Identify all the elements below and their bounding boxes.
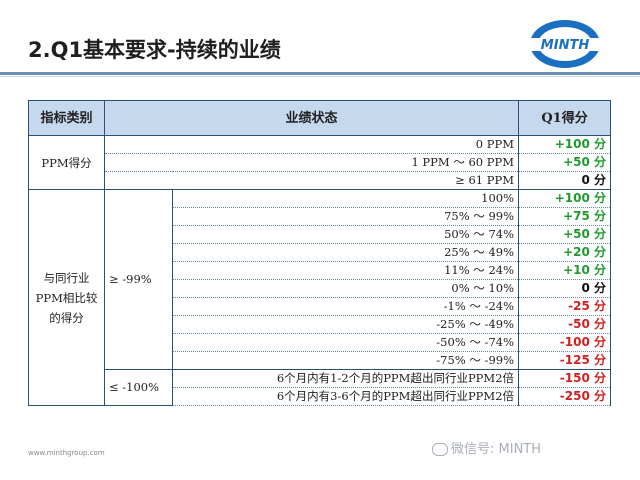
status-cell: 0% ～ 10%: [171, 279, 520, 298]
table-row: ≥ 61 PPM 0 分: [29, 171, 612, 190]
watermark-text: 微信号: MINTH: [451, 442, 542, 457]
table-row: 1 PPM ～ 60 PPM +50 分: [29, 153, 612, 172]
table-row: ≤ -100% 6个月内有1-2个月的PPM超出同行业PPM2倍 -150 分: [29, 369, 612, 406]
logo-text: MINTH: [541, 38, 590, 53]
score-cell: -25 分: [518, 297, 612, 316]
table-header-row: 指标类别 业绩状态 Q1得分: [28, 100, 612, 136]
score-cell: +100 分: [518, 135, 612, 154]
status-cell: 0 PPM: [103, 135, 520, 154]
status-cell: 11% ～ 24%: [171, 261, 520, 280]
status-cell: 1 PPM ～ 60 PPM: [103, 153, 520, 172]
table-row: 11% ～ 24% +10 分: [29, 261, 612, 280]
score-cell: -150 分: [518, 369, 612, 388]
wechat-icon: [432, 443, 448, 456]
score-cell: 0 分: [518, 279, 612, 298]
subgroup-b-label: ≤ -100%: [104, 369, 173, 406]
category-ppm: PPM得分: [28, 135, 105, 190]
status-cell: 50% ～ 74%: [171, 225, 520, 244]
table-row: 75% ～ 99% +75 分: [29, 207, 612, 226]
title-divider: [0, 72, 640, 75]
score-cell: +50 分: [518, 153, 612, 172]
table-row: 50% ～ 74% +50 分: [29, 225, 612, 244]
footer-url: www.minthgroup.com: [28, 449, 105, 457]
table-row: PPM得分 0 PPM +100 分: [28, 135, 612, 190]
score-cell: +50 分: [518, 225, 612, 244]
header-category: 指标类别: [28, 100, 105, 136]
score-cell: 0 分: [518, 171, 612, 190]
score-cell: -50 分: [518, 315, 612, 334]
score-cell: +100 分: [518, 189, 612, 208]
category-industry: 与同行业PPM相比较的得分: [28, 189, 105, 406]
score-cell: +75 分: [518, 207, 612, 226]
title-divider-thin: [0, 76, 640, 77]
score-cell: -125 分: [518, 351, 612, 370]
table-row: 6个月内有3-6个月的PPM超出同行业PPM2倍 -250 分: [29, 387, 612, 406]
minth-logo: MINTH: [530, 20, 600, 68]
status-cell: 75% ～ 99%: [171, 207, 520, 226]
status-cell: 6个月内有3-6个月的PPM超出同行业PPM2倍: [171, 387, 520, 406]
status-cell: -75% ～ -99%: [171, 351, 520, 370]
table-row: -1% ～ -24% -25 分: [29, 297, 612, 316]
status-cell: ≥ 61 PPM: [103, 171, 520, 190]
score-cell: +10 分: [518, 261, 612, 280]
table-row: -75% ～ -99% -125 分: [29, 351, 612, 370]
subgroup-a-label: ≥ -99%: [104, 189, 173, 370]
header-score: Q1得分: [518, 100, 612, 136]
table-row: 与同行业PPM相比较的得分 ≥ -99% 100% +100 分: [28, 189, 612, 406]
score-cell: -250 分: [518, 387, 612, 406]
status-cell: 25% ～ 49%: [171, 243, 520, 262]
score-cell: +20 分: [518, 243, 612, 262]
score-table: 指标类别 业绩状态 Q1得分 PPM得分 0 PPM +100 分 1 PPM …: [28, 100, 612, 406]
status-cell: -1% ～ -24%: [171, 297, 520, 316]
header-status: 业绩状态: [103, 100, 520, 136]
slide-title: 2.Q1基本要求-持续的业绩: [28, 38, 281, 62]
status-cell: 6个月内有1-2个月的PPM超出同行业PPM2倍: [171, 369, 520, 388]
score-cell: -100 分: [518, 333, 612, 352]
table-row: 0% ～ 10% 0 分: [29, 279, 612, 298]
status-cell: 100%: [171, 189, 520, 208]
status-cell: -25% ～ -49%: [171, 315, 520, 334]
watermark: 微信号: MINTH: [432, 438, 541, 457]
status-cell: -50% ～ -74%: [171, 333, 520, 352]
